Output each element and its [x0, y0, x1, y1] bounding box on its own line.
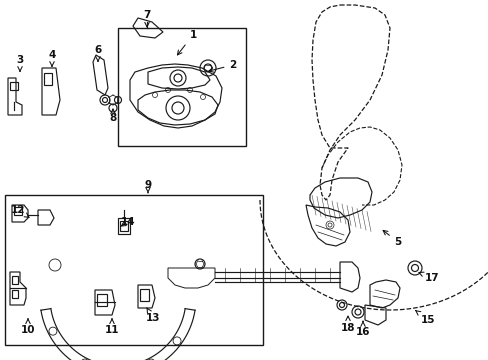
Bar [118, 218, 130, 234]
Text: 7: 7 [143, 10, 150, 27]
Bar [44, 73, 52, 85]
Text: 1: 1 [177, 30, 196, 55]
Text: 6: 6 [94, 45, 102, 61]
Text: 3: 3 [16, 55, 23, 71]
Text: 14: 14 [121, 217, 135, 227]
Text: 16: 16 [355, 321, 369, 337]
Text: 17: 17 [418, 272, 438, 283]
Text: 9: 9 [144, 180, 151, 193]
Bar [5, 195, 263, 345]
Bar [97, 294, 107, 306]
Text: 18: 18 [340, 316, 354, 333]
Bar [120, 221, 128, 231]
Bar [12, 276, 18, 284]
Text: 2: 2 [208, 60, 236, 72]
Bar [118, 28, 245, 146]
Text: 8: 8 [109, 109, 116, 123]
Text: 4: 4 [48, 50, 56, 66]
Bar [12, 290, 18, 298]
Text: 15: 15 [415, 310, 434, 325]
Text: 5: 5 [382, 230, 401, 247]
Text: 13: 13 [145, 308, 160, 323]
Text: 12: 12 [11, 205, 29, 217]
Text: 10: 10 [20, 319, 35, 335]
Text: 11: 11 [104, 319, 119, 335]
Bar [140, 289, 149, 301]
Bar [14, 207, 22, 215]
Bar [10, 82, 18, 90]
